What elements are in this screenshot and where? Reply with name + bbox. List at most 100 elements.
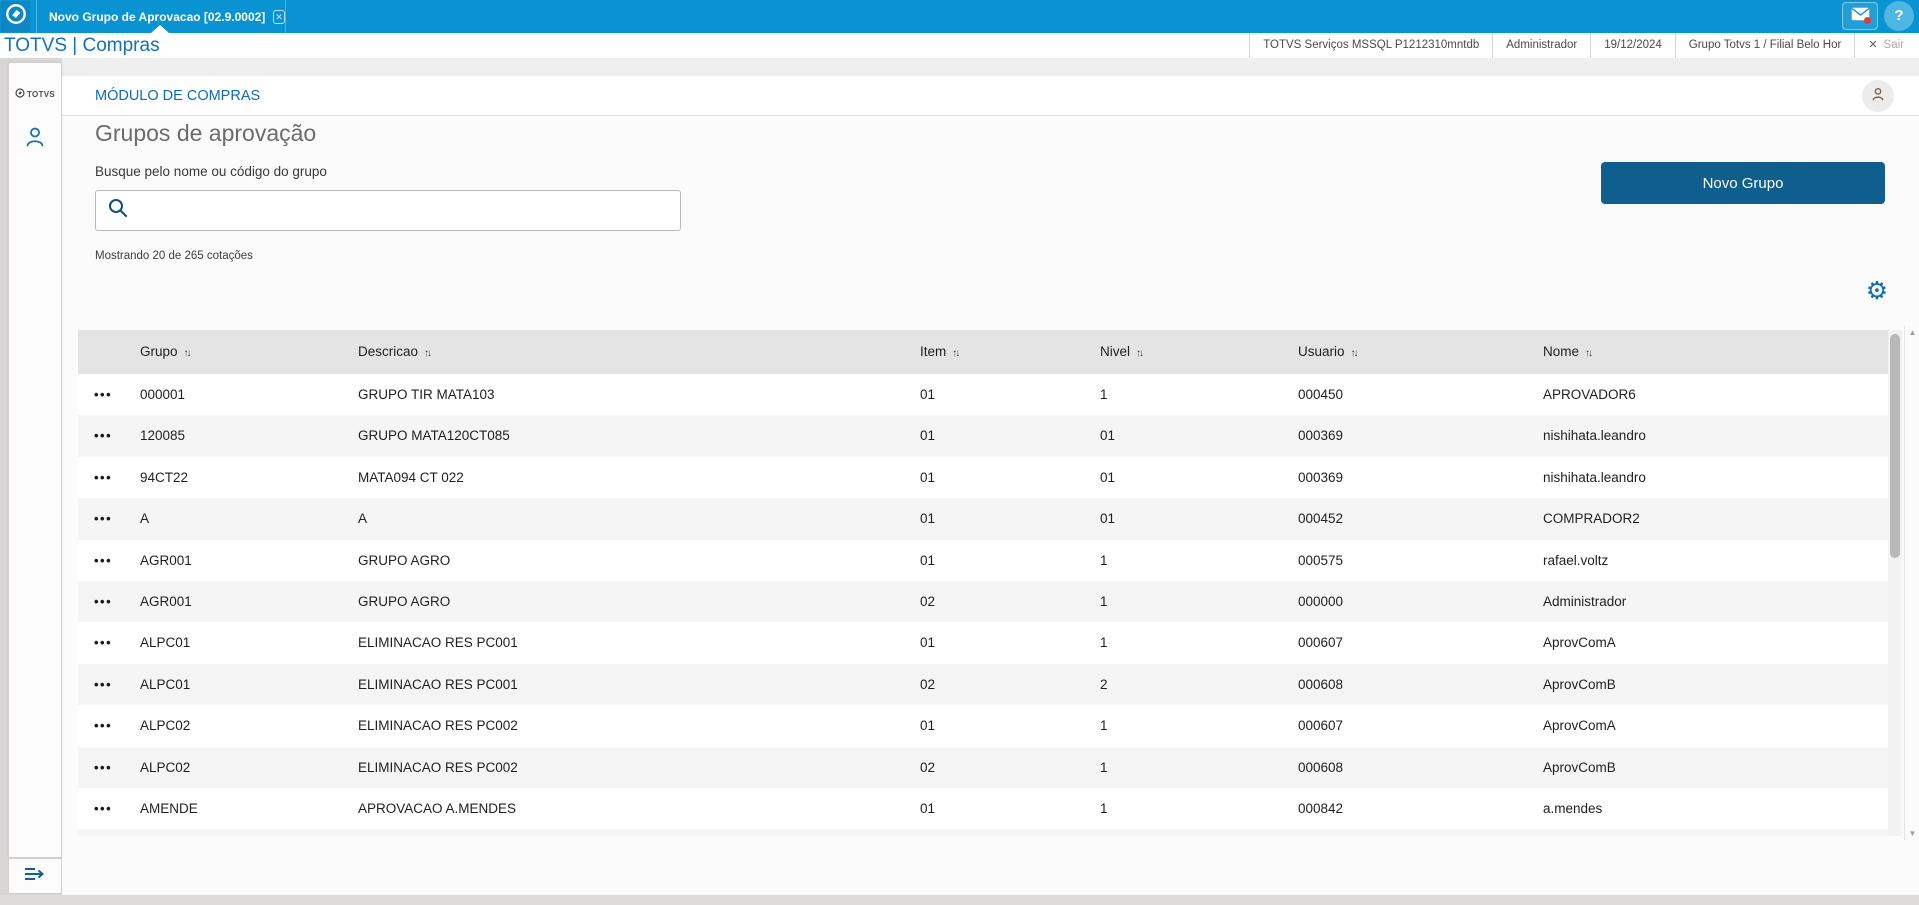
tab-title: Novo Grupo de Aprovacao [02.9.0002] <box>49 9 266 24</box>
cell-descricao: GRUPO TIR MATA103 <box>358 387 495 402</box>
search-input[interactable] <box>129 191 680 230</box>
row-options-icon[interactable]: ••• <box>94 428 113 444</box>
cell-grupo: ALPC02 <box>140 759 191 775</box>
tab-novo-grupo-aprovacao[interactable]: Novo Grupo de Aprovacao [02.9.0002] ✕ <box>36 0 286 33</box>
tab-close-icon[interactable]: ✕ <box>273 9 285 24</box>
settings-gear-icon[interactable]: ⚙ <box>1865 277 1889 305</box>
cell-item: 01 <box>920 428 936 444</box>
table-row[interactable]: ••• 120085 GRUPO MATA120CT085 01 01 0003… <box>78 415 1888 457</box>
cell-nome: AprovComB <box>1543 676 1616 692</box>
table-row[interactable]: ••• AGR001 GRUPO AGRO 02 1 000000 Admini… <box>78 580 1888 623</box>
cell-nome: nishihata.leandro <box>1543 469 1646 485</box>
totvs-mini-logo-icon <box>15 85 25 103</box>
expand-menu-icon <box>24 866 46 887</box>
user-avatar-button[interactable] <box>1862 80 1894 112</box>
cell-item: 01 <box>920 469 936 485</box>
row-options-icon[interactable]: ••• <box>94 511 113 527</box>
row-options-icon[interactable]: ••• <box>94 718 113 734</box>
row-options-icon[interactable]: ••• <box>94 635 113 651</box>
cell-grupo: AGR001 <box>140 593 192 609</box>
help-button[interactable]: ? <box>1884 1 1914 31</box>
table-scrollbar[interactable] <box>1888 330 1902 836</box>
top-bar: Novo Grupo de Aprovacao [02.9.0002] ✕ ? <box>0 0 1919 33</box>
cell-grupo: ALPC01 <box>140 635 191 651</box>
column-header-nome[interactable]: Nome ↑↓ <box>1543 344 1593 359</box>
table-row[interactable]: ••• ALPC02 ELIMINACAO RES PC002 01 1 000… <box>78 705 1888 747</box>
logout-button[interactable]: ✕ Sair <box>1854 33 1917 58</box>
table-row[interactable]: ••• ALPC02 ELIMINACAO RES PC002 02 1 000… <box>78 746 1888 788</box>
table-row[interactable]: ••• 94CT22 MATA094 CT 022 01 01 000369 n… <box>78 456 1888 499</box>
cell-descricao: ELIMINACAO RES PC001 <box>358 635 518 651</box>
user-info: Administrador <box>1492 33 1590 58</box>
cell-descricao: GRUPO AGRO <box>358 593 451 609</box>
sort-icon: ↑↓ <box>952 348 960 359</box>
page-scrollbar[interactable]: ▲ ▼ <box>1904 326 1919 840</box>
row-options-icon[interactable]: ••• <box>94 800 113 816</box>
row-options-icon[interactable]: ••• <box>94 676 113 692</box>
cell-item: 02 <box>920 593 936 609</box>
bottom-strip <box>0 895 1919 905</box>
cell-nivel: 1 <box>1100 552 1108 568</box>
column-header-nivel[interactable]: Nivel ↑↓ <box>1100 344 1144 359</box>
new-group-button[interactable]: Novo Grupo <box>1601 162 1885 204</box>
active-tab-pointer <box>151 25 169 33</box>
table-row[interactable]: ••• ALPC01 ELIMINACAO RES PC001 02 2 000… <box>78 663 1888 706</box>
cell-usuario: 000450 <box>1298 387 1344 402</box>
table-row[interactable]: ••• AMENDE APROVACAO A.MENDES 01 1 00084… <box>78 787 1888 830</box>
logout-x-icon: ✕ <box>1868 39 1878 51</box>
table-row[interactable]: ••• ALPC01 ELIMINACAO RES PC001 01 1 000… <box>78 622 1888 664</box>
cell-grupo: AGR001 <box>140 552 192 568</box>
table-row[interactable]: ••• AGR001 GRUPO AGRO 01 1 000575 rafael… <box>78 539 1888 581</box>
logout-label: Sair <box>1883 39 1904 51</box>
table-row[interactable]: ••• A A 01 01 000452 COMPRADOR2 <box>78 498 1888 540</box>
cell-nome: COMPRADOR2 <box>1543 511 1640 527</box>
cell-nome: rafael.voltz <box>1543 552 1609 568</box>
table-scrollbar-thumb[interactable] <box>1890 334 1900 558</box>
partial-row <box>78 829 1888 837</box>
scroll-up-icon[interactable]: ▲ <box>1908 328 1917 337</box>
cell-usuario: 000842 <box>1298 800 1344 816</box>
cell-grupo: AMENDE <box>140 800 198 816</box>
sort-icon: ↑↓ <box>424 348 432 359</box>
column-header-descricao[interactable]: Descricao ↑↓ <box>358 344 432 359</box>
row-options-icon[interactable]: ••• <box>94 469 113 485</box>
envelope-icon <box>1851 7 1870 26</box>
sidebar-item-user[interactable] <box>9 121 61 157</box>
sort-icon: ↑↓ <box>1136 348 1144 359</box>
content-top-strip <box>62 58 1919 76</box>
row-options-icon[interactable]: ••• <box>94 552 113 568</box>
cell-grupo: 120085 <box>140 428 186 444</box>
cell-nome: AprovComA <box>1543 718 1616 734</box>
cell-descricao: ELIMINACAO RES PC001 <box>358 676 518 692</box>
cell-usuario: 000607 <box>1298 718 1344 734</box>
page-title: Grupos de aprovação <box>95 120 317 146</box>
row-options-icon[interactable]: ••• <box>94 387 113 402</box>
cell-grupo: 94CT22 <box>140 469 189 485</box>
column-header-grupo[interactable]: Grupo ↑↓ <box>140 344 192 359</box>
cell-grupo: 000001 <box>140 387 186 402</box>
sidebar-logo-label: TOTVS <box>26 89 56 99</box>
row-options-icon[interactable]: ••• <box>94 593 113 609</box>
table-header: Grupo ↑↓ Descricao ↑↓ Item ↑↓ Nivel ↑↓ Usuar… <box>78 330 1888 374</box>
column-header-item[interactable]: Item ↑↓ <box>920 344 960 359</box>
cell-item: 01 <box>920 718 936 734</box>
cell-nome: APROVADOR6 <box>1543 387 1636 402</box>
table-row[interactable]: ••• 000001 GRUPO TIR MATA103 01 1 000450… <box>78 374 1888 416</box>
row-options-icon[interactable]: ••• <box>94 759 113 775</box>
sidebar-expand-button[interactable] <box>8 858 62 894</box>
scroll-down-icon[interactable]: ▼ <box>1908 829 1917 838</box>
cell-descricao: APROVACAO A.MENDES <box>358 800 517 816</box>
cell-item: 01 <box>920 635 936 651</box>
cell-usuario: 000608 <box>1298 759 1344 775</box>
module-band: MÓDULO DE COMPRAS <box>62 76 1919 116</box>
column-header-usuario[interactable]: Usuario ↑↓ <box>1298 344 1359 359</box>
mail-button[interactable] <box>1842 2 1878 30</box>
brand-title: TOTVS | Compras <box>4 35 160 56</box>
sort-icon: ↑↓ <box>1350 348 1359 359</box>
cell-nivel: 1 <box>1100 387 1108 402</box>
cell-nivel: 1 <box>1100 800 1108 816</box>
totvs-logo-button[interactable] <box>1 1 30 32</box>
cell-item: 01 <box>920 552 936 568</box>
cell-nome: AprovComB <box>1543 759 1616 775</box>
